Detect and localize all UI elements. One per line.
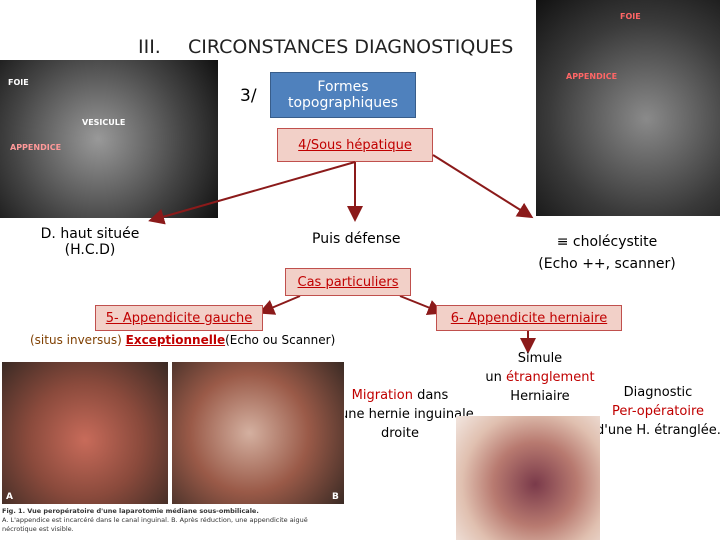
text: A. L'appendice est incarcéré dans le can… xyxy=(2,516,308,533)
case6-diagnostic: Diagnostic Per-opératoire d'une H. étrangl… xyxy=(596,383,720,440)
text: étranglement xyxy=(506,370,595,385)
photo-a xyxy=(2,362,168,504)
image-label: APPENDICE xyxy=(10,143,62,152)
surgical-photo: A B Fig. 1. Vue peropératoire d'une lapa… xyxy=(0,362,345,540)
branch-middle: Puis défense xyxy=(312,231,401,247)
caption: Fig. 1. Vue peropératoire d'une laparoto… xyxy=(2,507,342,534)
text: Herniaire xyxy=(510,389,570,404)
text: ≡ cholécystite xyxy=(556,234,658,250)
text: Per-opératoire xyxy=(611,404,705,419)
arrow xyxy=(258,295,301,315)
branch-left: D. haut située (H.C.D) xyxy=(30,226,150,258)
text: (Echo ++, scanner) xyxy=(538,256,676,272)
section-number: 3/ xyxy=(240,86,257,106)
case6-simule: Simule un étranglement Herniaire xyxy=(480,349,600,406)
case6-box: 6- Appendicite herniaire xyxy=(436,305,622,331)
arrow xyxy=(399,295,444,315)
text: (Echo ou Scanner) xyxy=(225,333,336,347)
text: D. haut située xyxy=(40,226,140,242)
case5-note: (situs inversus) Exceptionnelle(Echo ou … xyxy=(30,333,335,347)
image-label: APPENDICE xyxy=(566,72,618,81)
text: droite xyxy=(381,426,419,441)
image-label: FOIE xyxy=(8,78,29,87)
image-label: B xyxy=(332,492,339,502)
branch-right: ≡ cholécystite (Echo ++, scanner) xyxy=(532,234,682,272)
text: (H.C.D) xyxy=(64,242,116,258)
text: un xyxy=(485,370,502,385)
arrow xyxy=(148,161,356,225)
text: une hernie inguinale xyxy=(340,407,474,422)
subsection-box: 4/Sous hépatique xyxy=(277,128,433,162)
arrow xyxy=(432,154,534,219)
image-label: A xyxy=(6,492,13,502)
image-label: FOIE xyxy=(620,12,641,21)
special-cases-box: Cas particuliers xyxy=(285,268,411,296)
ct-scan-right: FOIE APPENDICE xyxy=(536,0,720,216)
title-number: III. xyxy=(138,36,161,58)
text: (situs inversus) xyxy=(30,333,122,347)
text: d'une H. étranglée. xyxy=(596,423,720,438)
hernia-photo xyxy=(456,416,600,540)
photo-b xyxy=(172,362,344,504)
ct-scan-left: FOIE VESICULE APPENDICE xyxy=(0,60,218,218)
text: dans xyxy=(417,388,449,403)
title: CIRCONSTANCES DIAGNOSTIQUES xyxy=(188,36,514,58)
text: Diagnostic xyxy=(623,385,693,400)
image-label: VESICULE xyxy=(82,118,126,127)
text: Simule xyxy=(517,351,563,366)
text: Exceptionnelle xyxy=(125,333,226,347)
case5-box: 5- Appendicite gauche xyxy=(95,305,263,331)
text: Migration xyxy=(351,388,413,403)
case6-migration: Migration dans une hernie inguinale droite xyxy=(340,386,474,443)
text: Fig. 1. Vue peropératoire d'une laparoto… xyxy=(2,507,259,515)
section-box: Formes topographiques xyxy=(270,72,416,118)
